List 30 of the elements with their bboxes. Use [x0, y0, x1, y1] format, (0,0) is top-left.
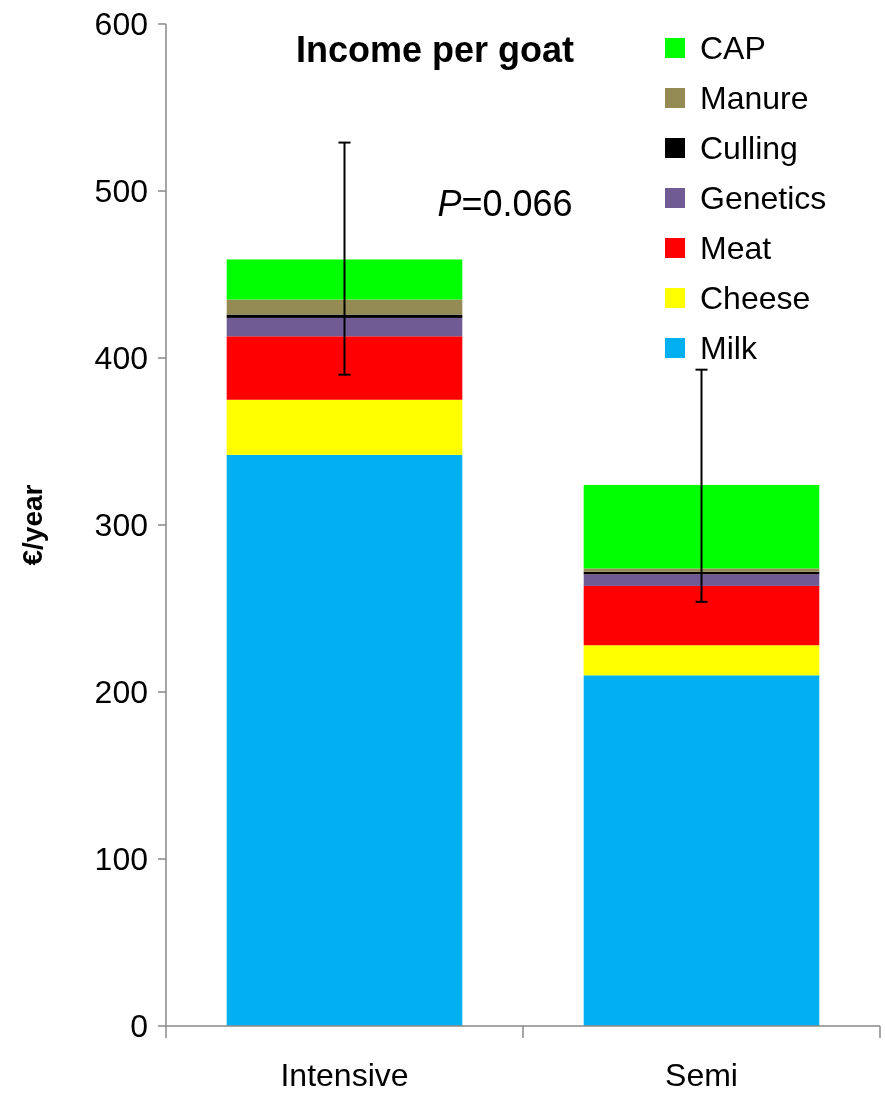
- legend-label: Culling: [700, 130, 798, 167]
- bar: [226, 399, 463, 455]
- y-axis-title: €/year: [17, 484, 48, 566]
- bar: [583, 675, 820, 1026]
- y-tick-label: 300: [94, 507, 148, 544]
- legend-label: CAP: [700, 30, 766, 67]
- y-tick-label: 0: [130, 1008, 148, 1045]
- y-tick-label: 400: [94, 340, 148, 377]
- chart-title: Income per goat: [295, 29, 575, 70]
- bar: [226, 317, 463, 337]
- legend-label: Meat: [700, 230, 772, 267]
- bar: [226, 259, 463, 300]
- bar: [226, 454, 463, 1026]
- bar: [583, 585, 820, 646]
- y-tick-label: 200: [94, 674, 148, 711]
- y-tick-label: 600: [94, 6, 148, 43]
- annotation: P=0.066: [437, 183, 573, 224]
- x-tick-label: Intensive: [280, 1057, 409, 1093]
- y-tick-label: 100: [94, 841, 148, 878]
- legend-label: Manure: [700, 80, 809, 117]
- bar: [583, 645, 820, 676]
- legend-label: Genetics: [700, 180, 827, 217]
- bar: [226, 336, 463, 400]
- legend-label: Cheese: [700, 280, 811, 317]
- x-tick-label: Semi: [665, 1057, 738, 1093]
- bar: [583, 574, 820, 586]
- legend-label: Milk: [700, 330, 758, 367]
- y-tick-label: 500: [94, 173, 148, 210]
- bar: [583, 484, 820, 569]
- bar: [226, 299, 463, 315]
